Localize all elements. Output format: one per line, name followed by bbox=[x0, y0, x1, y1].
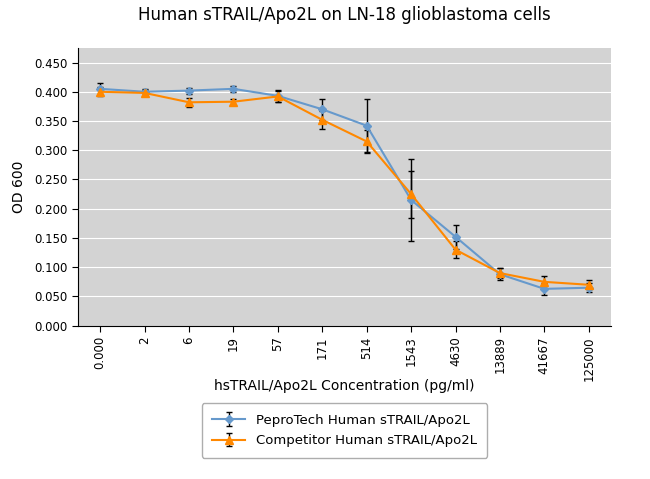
Y-axis label: OD 600: OD 600 bbox=[12, 160, 26, 213]
Title: Human sTRAIL/Apo2L on LN-18 glioblastoma cells: Human sTRAIL/Apo2L on LN-18 glioblastoma… bbox=[138, 6, 551, 24]
Text: hsTRAIL/Apo2L Concentration (pg/ml): hsTRAIL/Apo2L Concentration (pg/ml) bbox=[214, 378, 474, 393]
Legend: PeproTech Human sTRAIL/Apo2L, Competitor Human sTRAIL/Apo2L: PeproTech Human sTRAIL/Apo2L, Competitor… bbox=[202, 403, 488, 458]
